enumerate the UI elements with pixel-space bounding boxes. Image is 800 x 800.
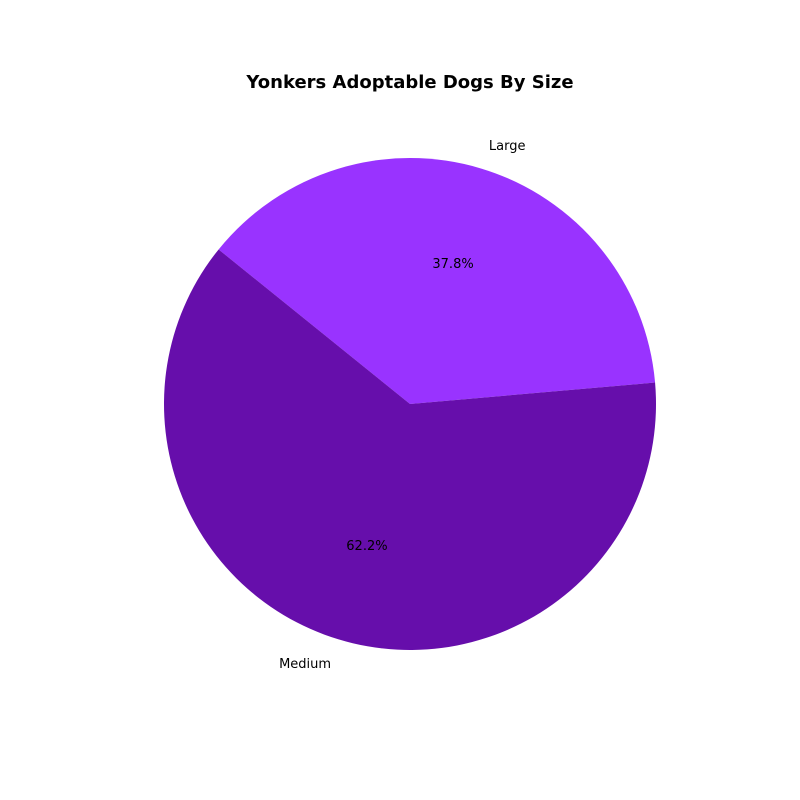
pie-slice-large — [218, 158, 656, 404]
slice-label-medium: Medium — [279, 657, 331, 672]
slice-label-large: Large — [489, 139, 526, 154]
slice-percent-medium: 62.2% — [346, 539, 387, 554]
pie-slice-medium — [163, 249, 657, 651]
slice-percent-large: 37.8% — [432, 257, 473, 272]
chart-title: Yonkers Adoptable Dogs By Size — [245, 72, 573, 93]
pie-labels: Large 37.8% Medium 62.2% — [279, 139, 525, 672]
pie-slices — [163, 158, 657, 651]
